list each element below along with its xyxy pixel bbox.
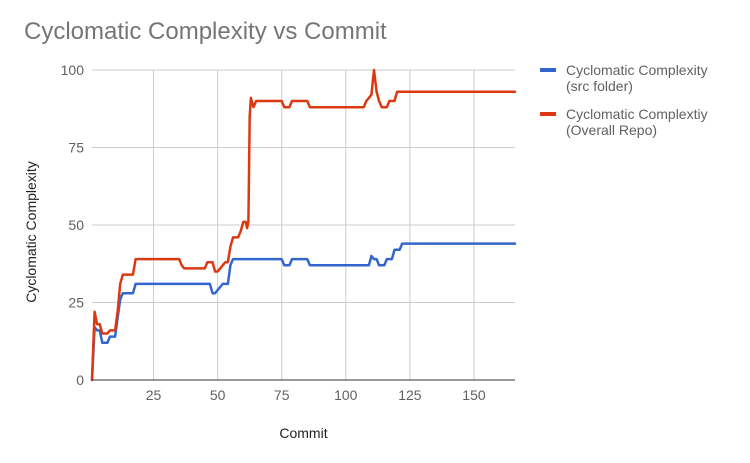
- y-tick-label: 25: [68, 295, 84, 311]
- chart-title: Cyclomatic Complexity vs Commit: [24, 18, 387, 45]
- series-lines: [90, 68, 517, 382]
- tick-labels: 0 25 50 75 100 25 50 75 100 125 150: [61, 62, 486, 403]
- y-tick-label: 75: [68, 140, 84, 156]
- x-tick-label: 75: [274, 387, 290, 403]
- legend-swatch-src: [540, 68, 556, 72]
- x-axis-title: Commit: [279, 425, 327, 441]
- legend-item-overall[interactable]: Cyclomatic Complextiy (Overall Repo): [540, 106, 745, 138]
- x-tick-label: 125: [398, 387, 422, 403]
- legend-swatch-overall: [540, 112, 556, 116]
- legend-item-src[interactable]: Cyclomatic Complexity (src folder): [540, 62, 745, 94]
- y-tick-label: 50: [68, 217, 84, 233]
- y-axis-title: Cyclomatic Complexity: [23, 161, 39, 303]
- y-tick-label: 100: [61, 62, 85, 78]
- legend: Cyclomatic Complexity (src folder) Cyclo…: [540, 62, 745, 150]
- legend-label-overall: Cyclomatic Complextiy (Overall Repo): [566, 106, 708, 138]
- series-line-src: [90, 242, 517, 382]
- y-tick-label: 0: [76, 372, 84, 388]
- grid-lines: [92, 69, 515, 380]
- x-tick-label: 150: [462, 387, 486, 403]
- legend-label-src: Cyclomatic Complexity (src folder): [566, 62, 708, 94]
- x-tick-label: 50: [210, 387, 226, 403]
- x-tick-label: 25: [146, 387, 162, 403]
- x-tick-label: 100: [334, 387, 358, 403]
- series-line-overall: [90, 68, 517, 382]
